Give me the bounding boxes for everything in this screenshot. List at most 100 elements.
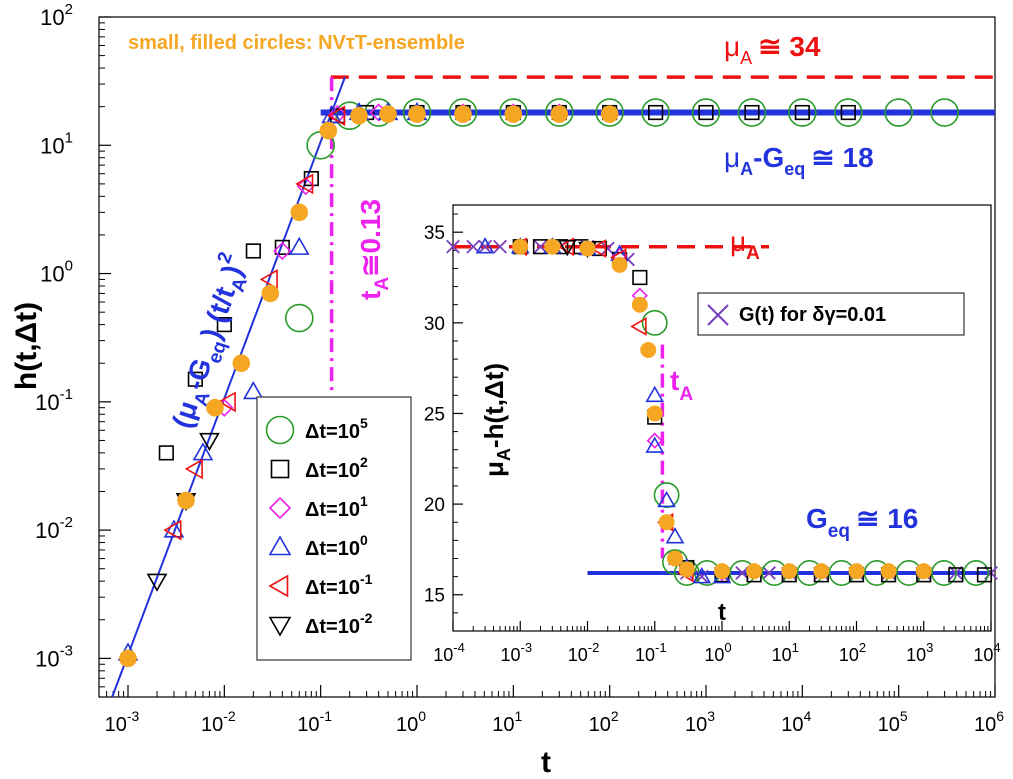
inset-x-tick-label: 102 [839, 640, 866, 665]
plateau-mu-sub: A [740, 159, 753, 179]
plateau-mu-symbol: μ [724, 142, 740, 173]
inset-point-filled-circle [678, 561, 695, 578]
main-point-circle [788, 98, 817, 127]
ta-letter: t [355, 291, 386, 300]
inset-ta-letter: t [670, 365, 679, 396]
inset-point-x [446, 239, 460, 254]
legend-label: Δt=10-2 [305, 610, 373, 638]
main-point-circle [884, 98, 913, 127]
inset-point-triangle-up [657, 490, 676, 508]
inset-point-filled-circle [714, 563, 730, 580]
main-point-triangle-left [295, 173, 314, 195]
main-point-filled-circle [454, 105, 472, 123]
inset-point-triangle-left [557, 237, 575, 257]
main-point-filled-circle [504, 105, 523, 123]
main-x-axis-title: t [541, 746, 551, 779]
main-x-tick-label: 10-2 [201, 708, 236, 736]
main-point-square [187, 371, 203, 387]
inset-point-triangle-up [692, 567, 712, 584]
inset-x-tick-label: 104 [973, 640, 1000, 665]
mu-a-label: μA ≅ 34 [724, 31, 821, 68]
main-point-circle [595, 98, 624, 127]
inset-legend: G(t) for δγ=0.01 [697, 292, 965, 336]
legend-label: Δt=105 [305, 415, 368, 443]
main-x-tick-label: 10-1 [297, 708, 332, 736]
main-point-circle [402, 98, 432, 127]
main-point-circle [737, 98, 767, 127]
inset-point-filled-circle [631, 296, 648, 313]
main-y-tick-label: 10-2 [35, 514, 73, 543]
inset-y-tick-label: 30 [424, 314, 445, 335]
inset-x-tick-label: 10-2 [568, 640, 600, 665]
top-note: small, filled circles: NVτT-ensemble [128, 32, 465, 54]
inset-point-circle [641, 309, 668, 336]
main-point-circle [833, 98, 863, 127]
inset-legend-text: G(t) for δγ=0.01 [739, 304, 886, 326]
inset-point-x [493, 239, 507, 254]
inset-point-filled-circle [611, 256, 628, 273]
inset-point-triangle-left [589, 239, 607, 258]
inset-point-triangle-up [475, 237, 495, 254]
inset-ticks [452, 213, 992, 632]
main-y-tick-label: 100 [40, 258, 73, 287]
main-point-circle [544, 98, 574, 127]
inset-mu-a-sub: A [746, 243, 760, 264]
inset-tick-labels: 10-4 10-3 10-2 10-1 100 101 102 103 104 15 20 25 30 3… [424, 223, 1001, 665]
inset-point-triangle-up [645, 385, 665, 403]
legend-marker-triangle-down [268, 616, 292, 637]
inset-point-triangle-up [665, 527, 685, 544]
ta-sub: A [372, 277, 393, 291]
inset-y-axis-title: μA-h(t,Δt) [479, 363, 514, 477]
inset-x-tick-label: 100 [704, 640, 731, 665]
inset-point-x [735, 566, 750, 580]
main-x-tick-label: 104 [781, 708, 811, 736]
inset-point-filled-circle [544, 238, 561, 255]
main-point-filled-circle [350, 106, 368, 125]
inset-plot: 10-4 10-3 10-2 10-1 100 101 102 103 104 15 20 25 30 3… [418, 195, 1001, 665]
inset-point-filled-circle [915, 563, 932, 580]
main-point-triangle-up [192, 442, 214, 461]
inset-x-axis-title: t [718, 599, 726, 626]
main-legend: Δt=105 Δt=102 Δt=101 Δt=100 Δt=10-1 Δt=10-2 [256, 396, 412, 661]
main-data-marks [117, 98, 959, 668]
inset-y-tick-label: 15 [424, 586, 445, 607]
main-x-tick-label: 103 [685, 708, 715, 736]
main-point-filled-circle [232, 354, 251, 373]
main-point-square [648, 104, 664, 121]
geq-label: Geq ≅ 16 [806, 503, 918, 542]
inset-point-filled-circle [781, 563, 798, 580]
main-x-tick-label: 106 [974, 708, 1004, 736]
main-point-square [158, 445, 174, 461]
main-point-filled-circle [408, 105, 426, 123]
legend-marker-triangle-left [268, 574, 289, 598]
main-point-diamond [296, 177, 315, 196]
main-point-circle [284, 303, 314, 333]
main-point-filled-circle [379, 105, 397, 123]
inset-legend-marker [707, 304, 729, 326]
legend-marker-circle [265, 415, 295, 445]
inset-point-x [478, 239, 493, 254]
main-point-triangle-up [163, 519, 185, 538]
main-point-square [274, 239, 290, 255]
plateau-minus-g: -G [753, 142, 784, 173]
main-point-triangle-up [321, 105, 343, 124]
main-x-tick-label: 105 [878, 708, 908, 736]
inset-y-tick-label: 25 [424, 404, 445, 425]
inset-point-triangle-down [557, 239, 577, 257]
inset-point-filled-circle [813, 563, 830, 580]
main-point-filled-circle [261, 284, 280, 303]
main-point-filled-circle [206, 398, 224, 417]
plateau-approx: ≅ 18 [811, 142, 873, 173]
main-point-circle [448, 98, 478, 127]
main-x-tick-label: 100 [396, 708, 426, 736]
inset-point-filled-circle [880, 563, 897, 580]
legend-label: Δt=100 [305, 532, 368, 560]
inset-point-diamond [646, 432, 663, 449]
inset-point-filled-circle [579, 240, 596, 257]
main-point-filled-circle [600, 105, 619, 123]
geq-approx: ≅ 16 [856, 503, 918, 534]
main-point-triangle-up [288, 236, 310, 255]
main-point-filled-circle [177, 491, 195, 510]
inset-x-tick-label: 10-3 [500, 640, 532, 665]
